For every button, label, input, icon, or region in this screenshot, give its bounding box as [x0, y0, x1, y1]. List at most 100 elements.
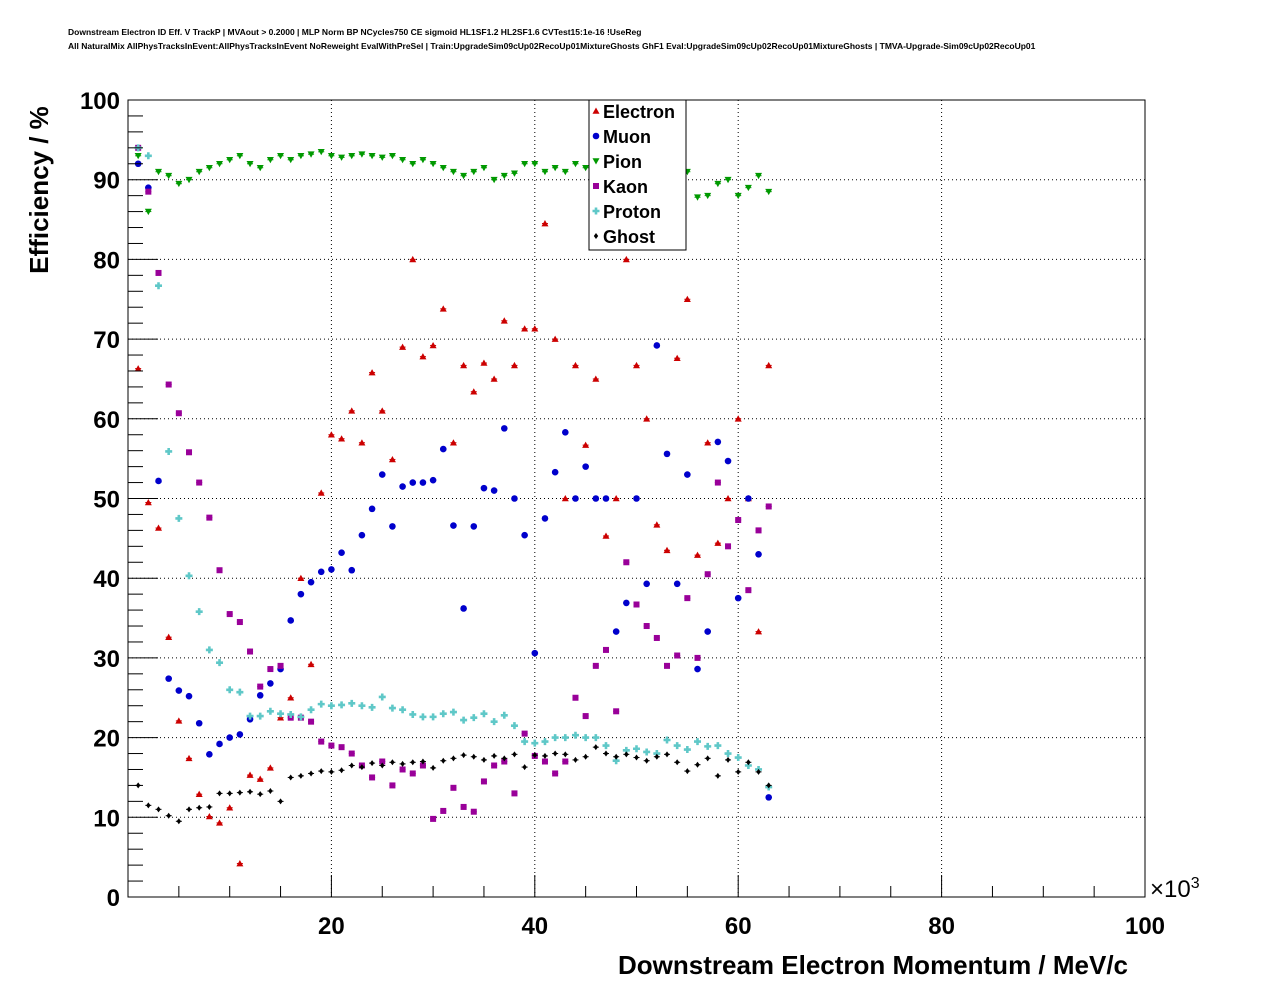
proton-point	[531, 739, 539, 747]
legend: Electron Muon Pion Kaon Proton Ghost	[588, 99, 687, 251]
muon-marker	[399, 483, 406, 490]
electron-marker	[490, 375, 498, 382]
proton-marker	[449, 708, 457, 716]
muon-marker	[175, 687, 183, 694]
muon-marker	[714, 438, 722, 446]
proton-point	[368, 703, 376, 711]
electron-point	[724, 495, 732, 502]
electron-marker	[287, 694, 295, 701]
kaon-marker	[460, 803, 467, 810]
series-electron	[134, 220, 773, 867]
proton-marker	[226, 686, 234, 694]
pion-marker	[582, 164, 590, 172]
pion-marker	[277, 152, 285, 160]
kaon-point	[470, 808, 477, 815]
proton-marker	[500, 711, 508, 719]
ghost-marker	[512, 751, 517, 758]
proton-marker	[144, 152, 152, 160]
axis-ticks	[127, 99, 1146, 898]
pion-point	[297, 152, 305, 160]
electron-marker	[439, 305, 447, 312]
ghost-marker	[674, 759, 680, 766]
electron-point	[429, 341, 437, 349]
proton-point	[643, 748, 651, 756]
muon-point	[694, 665, 701, 673]
electron-marker	[683, 295, 691, 303]
electron-point	[348, 407, 356, 414]
electron-point	[165, 633, 173, 640]
proton-marker	[602, 742, 610, 750]
ghost-marker	[186, 806, 192, 813]
proton-marker	[571, 731, 579, 739]
proton-marker	[460, 716, 468, 724]
ghost-marker	[736, 768, 741, 775]
kaon-point	[664, 662, 671, 669]
pion-point	[226, 156, 234, 164]
ghost-point	[633, 754, 640, 761]
ghost-point	[399, 760, 406, 767]
proton-marker	[531, 739, 539, 747]
kaon-marker	[480, 778, 487, 785]
proton-marker	[653, 750, 661, 758]
ghost-marker	[298, 772, 304, 779]
ghost-point	[338, 767, 345, 774]
proton-marker	[510, 722, 518, 730]
electron-point	[592, 375, 600, 382]
proton-marker	[734, 754, 742, 762]
muon-marker	[500, 425, 508, 432]
pion-point	[236, 152, 244, 160]
pion-point	[744, 184, 752, 192]
proton-marker	[439, 710, 447, 718]
x-tick-label: 40	[521, 913, 548, 940]
proton-marker	[399, 706, 407, 714]
legend-label-electron: Electron	[603, 102, 675, 122]
proton-point	[541, 738, 549, 746]
muon-point	[185, 692, 193, 700]
ghost-marker	[705, 755, 710, 762]
proton-point	[714, 742, 722, 750]
pion-point	[531, 160, 539, 168]
kaon-point	[765, 503, 772, 510]
x-axis-exponent-power: 3	[1191, 875, 1200, 892]
ghost-marker	[603, 750, 609, 757]
proton-marker	[266, 707, 274, 715]
pion-marker	[399, 156, 407, 164]
kaon-point	[419, 762, 426, 769]
muon-marker	[623, 599, 630, 607]
pion-marker	[266, 156, 274, 164]
muon-marker	[195, 719, 203, 727]
kaon-marker	[552, 770, 559, 777]
muon-point	[653, 342, 661, 349]
proton-marker	[165, 447, 173, 455]
electron-point	[683, 295, 691, 303]
pion-marker	[368, 152, 376, 160]
ghost-marker	[258, 791, 263, 798]
muon-marker	[572, 495, 579, 502]
electron-point	[155, 524, 163, 531]
electron-point	[449, 439, 457, 446]
electron-point	[694, 551, 702, 558]
ghost-marker	[410, 759, 415, 766]
ghost-marker	[491, 752, 497, 759]
kaon-point	[653, 634, 660, 641]
muon-point	[216, 740, 223, 748]
pion-marker	[531, 160, 539, 168]
kaon-point	[379, 758, 386, 765]
pion-marker	[348, 152, 356, 160]
pion-point	[755, 172, 763, 180]
electron-point	[633, 361, 640, 369]
y-tick-label: 20	[93, 726, 120, 753]
proton-point	[673, 742, 681, 750]
electron-marker	[510, 361, 518, 369]
muon-marker	[470, 523, 478, 530]
kaon-marker	[664, 662, 671, 669]
muon-point	[287, 617, 295, 624]
proton-marker	[683, 746, 691, 754]
muon-point	[175, 687, 183, 694]
kaon-marker	[419, 762, 426, 769]
pion-marker	[338, 154, 346, 161]
muon-point	[378, 471, 386, 478]
kaon-marker	[186, 449, 193, 456]
legend-label-pion: Pion	[603, 152, 642, 172]
electron-point	[704, 439, 712, 446]
